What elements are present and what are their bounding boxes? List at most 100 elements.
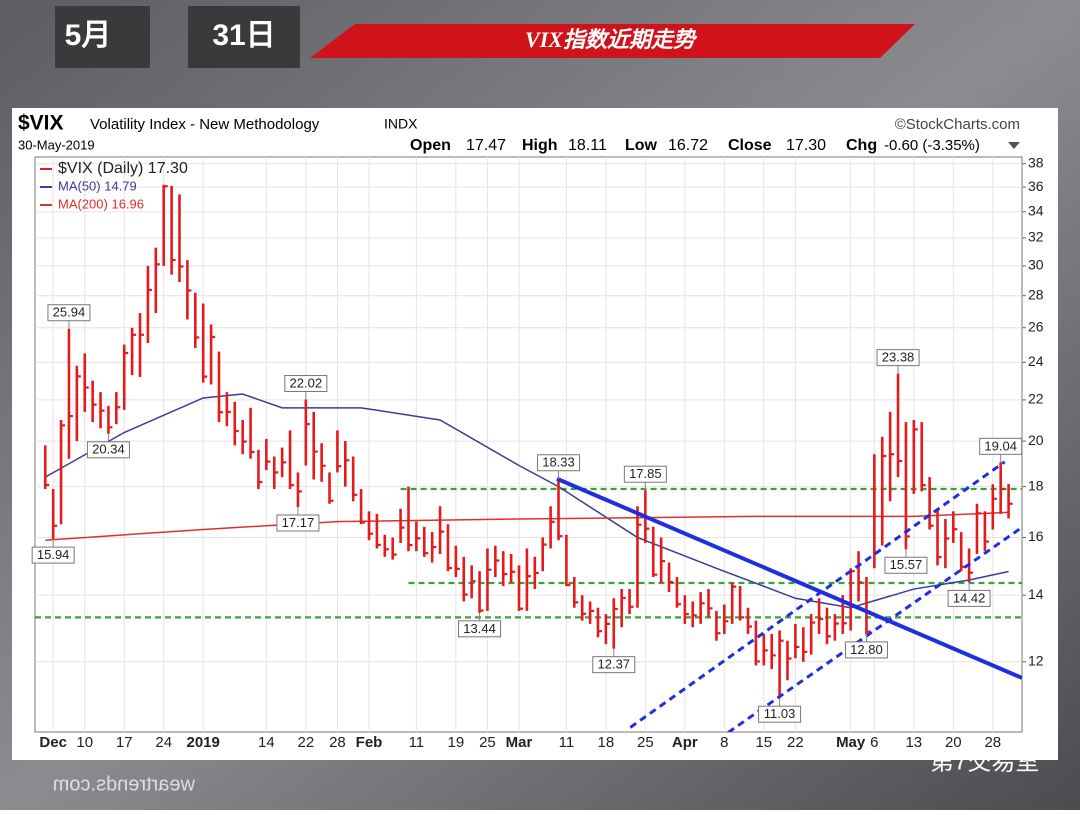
y-tick-label: 24 (1028, 353, 1044, 369)
callout-box (979, 437, 1023, 455)
callout-label: 22.02 (290, 375, 323, 390)
x-tick-label: 25 (637, 734, 654, 751)
x-tick-label: 10 (76, 734, 93, 751)
x-tick-label: 24 (155, 734, 172, 751)
x-tick-label: 19 (448, 734, 465, 751)
exchange: INDX (384, 116, 418, 132)
source: ©StockCharts.com (895, 116, 1020, 133)
x-tick-label: Feb (356, 734, 383, 751)
y-tick-label: 36 (1028, 178, 1044, 194)
index-name: Volatility Index - New Methodology (90, 116, 320, 133)
x-tick-label: 11 (559, 734, 575, 751)
callout-box (284, 375, 328, 393)
y-tick-label: 12 (1028, 652, 1044, 668)
y-tick-label: 18 (1028, 477, 1044, 493)
x-tick-label: 20 (945, 734, 962, 751)
callout-box (31, 546, 75, 564)
month: 5月 (65, 19, 112, 52)
callout-label: 15.57 (890, 557, 923, 572)
x-tick-label: May (836, 734, 866, 751)
legend-label: MA(50) 14.79 (58, 178, 137, 193)
callout-box (884, 556, 928, 574)
quote-label: Close (728, 137, 772, 154)
x-tick-label: 8 (720, 734, 728, 751)
x-tick-label: 2019 (186, 734, 219, 751)
x-tick-label: Apr (672, 734, 698, 751)
watermark: 第7交易室 (930, 748, 1039, 775)
callout-label: 18.33 (542, 455, 575, 470)
callout-box (623, 465, 667, 483)
callout-box (592, 656, 636, 674)
quote-value: 17.47 (466, 137, 506, 154)
callout-box (86, 441, 130, 459)
banner (310, 24, 915, 58)
y-tick-label: 14 (1028, 586, 1044, 602)
trend-line (629, 460, 1006, 729)
quote-value: 18.11 (568, 137, 607, 154)
quote-label: Chg (846, 137, 877, 154)
callout-label: 15.94 (37, 547, 70, 562)
x-tick-label: 17 (116, 734, 133, 751)
legend-label: $VIX (Daily) 17.30 (58, 160, 188, 177)
down-arrow (1008, 142, 1020, 149)
callout-label: 19.04 (984, 438, 1017, 453)
callout-label: 20.34 (92, 442, 125, 457)
x-tick-label: 18 (598, 734, 615, 751)
callout-box (537, 454, 581, 472)
callout-box (844, 641, 888, 659)
callout-label: 25.94 (53, 305, 86, 320)
y-tick-label: 16 (1028, 528, 1044, 544)
plot (35, 157, 1022, 732)
callout-label: 12.80 (850, 642, 883, 657)
x-tick-label: 28 (984, 734, 1001, 751)
callout-box (458, 620, 502, 638)
x-tick-label: 11 (409, 734, 425, 751)
callout-box (276, 514, 320, 532)
callout-label: 17.17 (282, 515, 315, 530)
callout-label: 13.44 (463, 621, 496, 636)
quote-value: -0.60 (-3.35%) (884, 137, 980, 154)
y-tick-label: 22 (1028, 391, 1044, 407)
quote-value: 16.72 (668, 137, 708, 154)
symbol: $VIX (18, 112, 64, 135)
x-tick-label: 25 (479, 734, 496, 751)
x-tick-label: 22 (787, 734, 804, 751)
callout-label: 11.03 (764, 706, 796, 721)
moving-average (45, 511, 1009, 541)
x-tick-label: Mar (506, 734, 533, 751)
date: 30-May-2019 (18, 137, 95, 152)
callout-box (876, 349, 920, 367)
callout-label: 23.38 (882, 350, 915, 365)
moving-average (44, 393, 1009, 609)
y-tick-label: 34 (1028, 203, 1044, 219)
plot-area (34, 156, 1023, 733)
callout-box (47, 304, 91, 322)
month-box (55, 6, 150, 68)
x-tick-label: 13 (905, 734, 922, 751)
legend-label: MA(200) 16.96 (58, 196, 144, 211)
trend-line (556, 476, 1022, 680)
callout-label: 17.85 (629, 466, 662, 481)
y-tick-label: 38 (1028, 154, 1044, 170)
y-tick-label: 26 (1028, 318, 1044, 334)
y-tick-label: 28 (1028, 286, 1044, 302)
x-tick-label: 6 (870, 734, 878, 751)
y-tick-label: 20 (1028, 432, 1044, 448)
banner-text: VIX指数近期走势 (525, 27, 698, 52)
x-tick-label: 28 (329, 734, 346, 751)
y-tick-label: 30 (1028, 257, 1044, 273)
quote-value: 17.30 (786, 137, 826, 154)
callout-box (947, 589, 991, 607)
x-tick-label: Dec (39, 734, 67, 751)
quote-label: High (522, 137, 558, 154)
mirrored-text: weartrends.com (53, 773, 196, 795)
callout-label: 14.42 (953, 590, 986, 605)
callout-box (758, 705, 802, 723)
day: 31日 (212, 19, 275, 52)
y-tick-label: 32 (1028, 229, 1044, 245)
x-tick-label: 15 (755, 734, 772, 751)
callout-label: 12.37 (598, 657, 631, 672)
x-tick-label: 22 (297, 734, 314, 751)
